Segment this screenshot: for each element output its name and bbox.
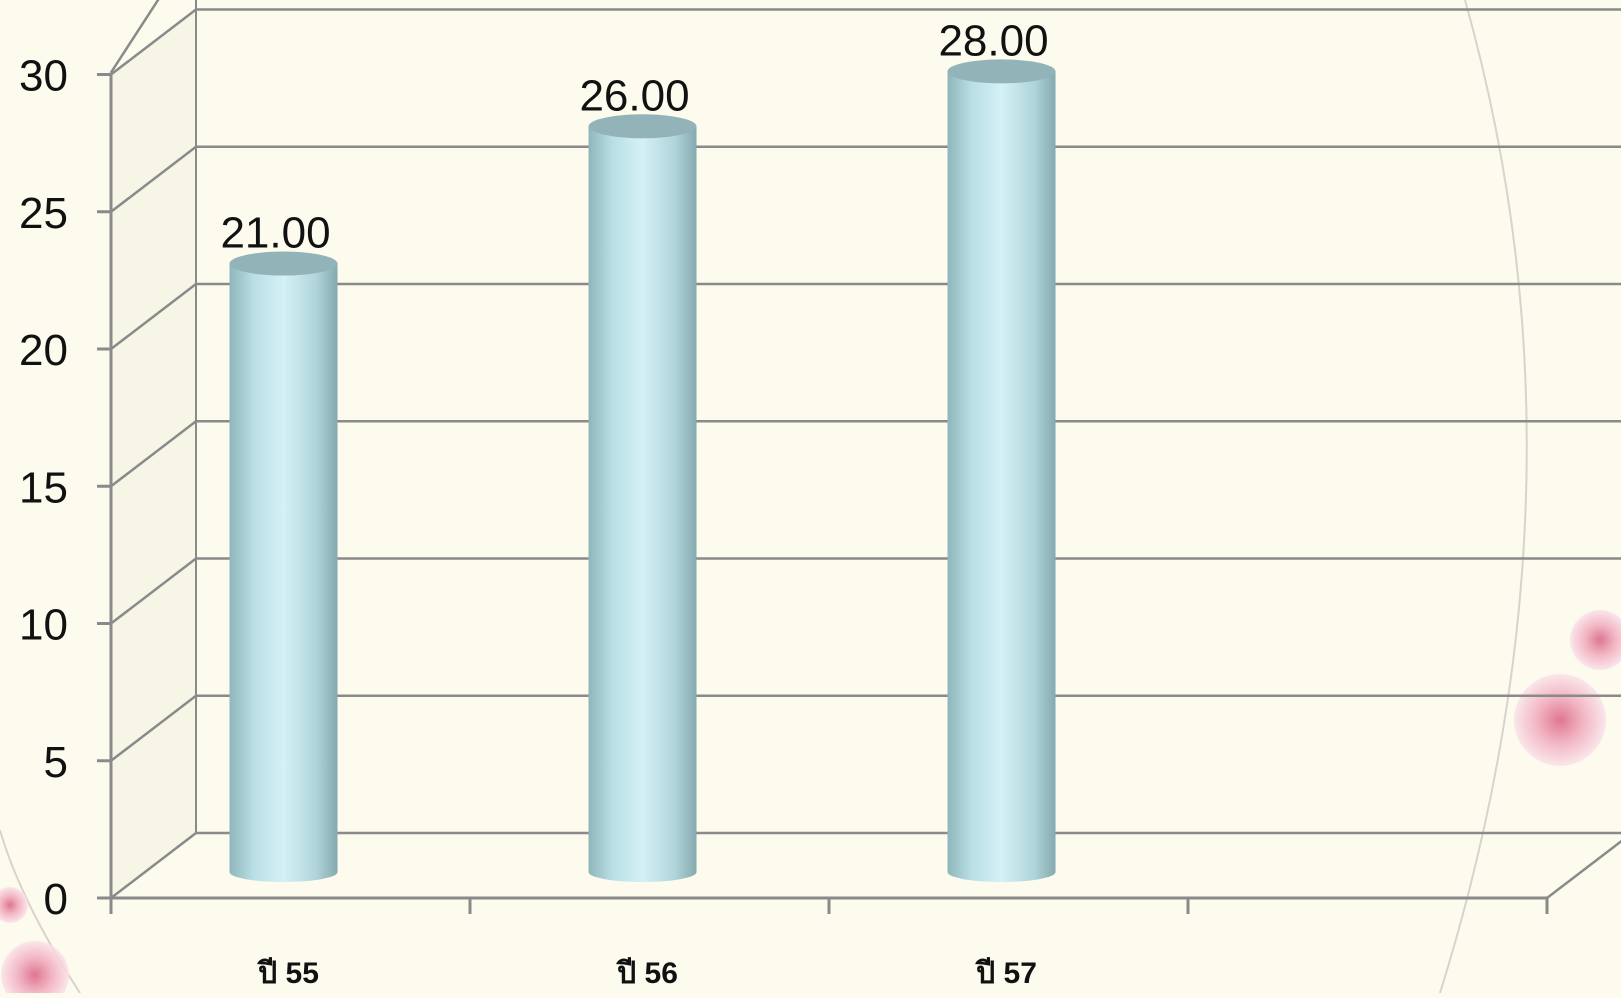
gridline-side-top bbox=[109, 0, 160, 74]
blossom-flower bbox=[0, 887, 28, 923]
y-tick-label: 15 bbox=[19, 463, 68, 512]
x-tick-label: ปี 56 bbox=[615, 957, 678, 990]
bar-top bbox=[229, 251, 338, 276]
blossom-flower bbox=[1514, 674, 1606, 766]
bar-top bbox=[947, 59, 1056, 84]
y-tick-label: 10 bbox=[19, 601, 68, 650]
gridline-side bbox=[110, 694, 197, 762]
blossom-flower bbox=[1570, 610, 1621, 670]
gridlines bbox=[109, 0, 1621, 899]
gridline-side bbox=[110, 420, 197, 488]
y-tick-label: 5 bbox=[44, 738, 68, 787]
bar bbox=[947, 59, 1056, 883]
data-label: 21.00 bbox=[220, 209, 330, 258]
y-tick-label: 25 bbox=[19, 189, 68, 238]
background-arc bbox=[1439, 0, 1528, 994]
gridline-side bbox=[110, 145, 197, 213]
gridline-side bbox=[110, 8, 197, 76]
x-tick-label: ปี 55 bbox=[256, 957, 319, 990]
bar-body bbox=[588, 126, 697, 883]
bar bbox=[229, 251, 338, 883]
labels: 0 5 10 15 20 25 30 ปี 55 21.00 ปี 56 26.00 ปี 57 28.… bbox=[19, 16, 1049, 990]
bar-top bbox=[588, 114, 697, 139]
axes bbox=[97, 72, 1549, 914]
blossom-flower bbox=[1, 941, 69, 998]
bars bbox=[229, 59, 1056, 883]
data-label: 26.00 bbox=[579, 71, 689, 120]
data-label: 28.00 bbox=[938, 16, 1048, 65]
floor-edge bbox=[1546, 839, 1621, 899]
y-tick-label: 20 bbox=[19, 326, 68, 375]
x-tick-label: ปี 57 bbox=[974, 957, 1037, 990]
gridline-side bbox=[110, 832, 197, 899]
gridline-side bbox=[110, 283, 197, 350]
bar-body bbox=[947, 71, 1056, 883]
y-tick-label: 0 bbox=[44, 875, 68, 924]
y-tick-label: 30 bbox=[19, 52, 68, 101]
bar bbox=[588, 114, 697, 883]
gridline-side bbox=[110, 557, 197, 625]
bar-body bbox=[229, 263, 338, 883]
